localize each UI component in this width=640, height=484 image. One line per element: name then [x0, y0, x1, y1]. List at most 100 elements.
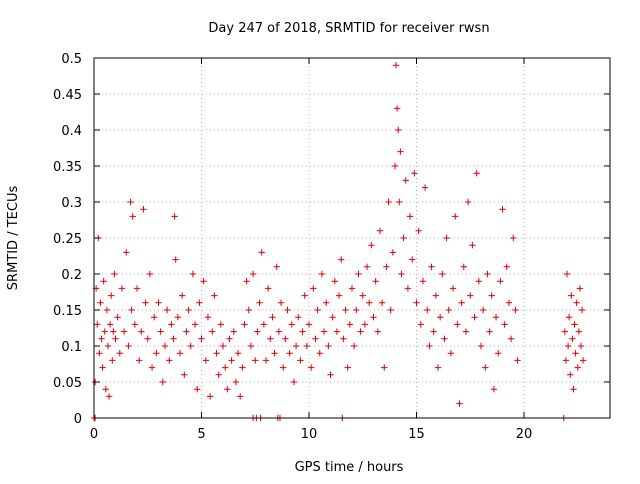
data-point [331, 278, 338, 285]
data-point [456, 400, 463, 407]
data-point [490, 386, 498, 393]
x-tick-label: 0 [90, 427, 98, 442]
data-point [102, 386, 110, 393]
data-point [344, 364, 351, 371]
data-point [389, 249, 397, 256]
data-point [99, 364, 106, 371]
data-point [275, 328, 283, 335]
data-point [96, 350, 103, 357]
data-point [181, 371, 188, 378]
data-point [118, 285, 126, 292]
data-point [505, 299, 513, 306]
data-point [577, 342, 585, 350]
data-point [98, 335, 105, 342]
data-point [94, 321, 101, 328]
data-point [318, 270, 326, 278]
data-point [512, 306, 519, 314]
data-point [415, 227, 422, 234]
y-tick-label: 0.4 [61, 124, 82, 139]
data-point [100, 278, 107, 285]
data-point [439, 270, 446, 278]
data-point [503, 263, 510, 270]
data-point [452, 213, 459, 220]
data-point [176, 350, 184, 357]
data-point [299, 328, 306, 335]
data-point [419, 278, 427, 285]
data-point [430, 328, 437, 335]
data-point [497, 278, 504, 285]
data-point [368, 242, 375, 249]
data-point [342, 306, 349, 314]
data-point [447, 350, 455, 357]
data-point [499, 206, 506, 213]
data-point [103, 306, 111, 314]
data-point [221, 364, 229, 371]
data-point [108, 292, 115, 299]
data-point [333, 328, 341, 335]
data-point [282, 335, 289, 342]
data-point [258, 249, 265, 256]
data-point [570, 386, 577, 393]
data-point [507, 335, 515, 342]
data-point [187, 342, 194, 350]
data-point [146, 270, 154, 278]
data-point [213, 350, 220, 357]
data-point [484, 270, 491, 278]
data-point [157, 328, 164, 335]
data-point [572, 350, 579, 357]
y-tick-label: 0.15 [53, 304, 82, 319]
data-point [290, 378, 298, 386]
data-point [575, 328, 583, 335]
data-point [168, 321, 175, 328]
data-point [329, 314, 336, 321]
data-point [297, 357, 304, 364]
data-point [510, 234, 517, 242]
data-point [247, 342, 255, 350]
y-tick-label: 0.2 [61, 268, 82, 283]
data-point [194, 386, 201, 393]
chart-title: Day 247 of 2018, SRMTID for receiver rws… [208, 21, 489, 36]
data-point [295, 314, 302, 321]
data-point [125, 342, 132, 350]
data-point [171, 213, 178, 220]
data-point [335, 292, 343, 299]
data-point [114, 314, 121, 321]
data-points [90, 62, 587, 422]
data-point [230, 328, 237, 335]
data-point [148, 364, 156, 371]
data-point [241, 321, 248, 328]
data-point [133, 285, 141, 292]
data-point [348, 285, 356, 292]
data-point [400, 234, 407, 242]
x-tick-label: 20 [516, 427, 533, 442]
data-point [226, 335, 233, 342]
data-point [421, 184, 429, 191]
data-point [340, 335, 347, 342]
data-point [166, 357, 173, 364]
data-point [441, 335, 448, 342]
y-tick-label: 0.1 [61, 340, 82, 355]
data-point [131, 321, 139, 328]
x-tick-label: 10 [301, 427, 318, 442]
data-point [307, 364, 315, 371]
data-point [112, 335, 119, 342]
data-point [224, 386, 231, 393]
data-point [475, 278, 483, 285]
y-tick-label: 0.5 [61, 52, 82, 67]
data-point [579, 357, 587, 364]
data-point [204, 314, 212, 321]
data-point [196, 299, 203, 306]
data-point [110, 328, 117, 335]
y-axis-label: SRMTID / TECUs [6, 186, 21, 291]
data-point [432, 292, 440, 299]
data-point [565, 314, 573, 321]
data-point [424, 306, 431, 314]
data-point [202, 357, 209, 364]
data-point [106, 321, 114, 328]
data-point [252, 357, 259, 364]
data-point [200, 278, 207, 285]
data-point [178, 292, 186, 299]
data-point [239, 364, 246, 371]
data-point [262, 357, 270, 364]
data-point [443, 234, 450, 242]
